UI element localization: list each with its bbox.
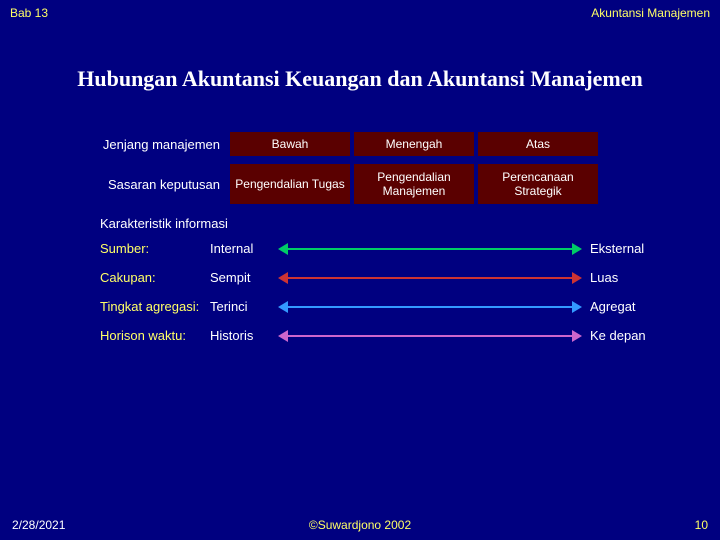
characteristic-label: Sumber: bbox=[100, 241, 210, 256]
row-label: Sasaran keputusan bbox=[60, 177, 230, 192]
characteristic-left-value: Internal bbox=[210, 241, 270, 256]
double-arrow-icon bbox=[278, 242, 582, 256]
characteristic-right-value: Eksternal bbox=[590, 241, 660, 256]
table-row: Jenjang manajemen Bawah Menengah Atas bbox=[60, 132, 660, 156]
footer: 2/28/2021 ©Suwardjono 2002 10 bbox=[0, 510, 720, 540]
footer-page-number: 10 bbox=[695, 518, 708, 532]
subject-label: Akuntansi Manajemen bbox=[591, 6, 710, 20]
table-cell: Bawah bbox=[230, 132, 350, 156]
table-row: Sasaran keputusan Pengendalian Tugas Pen… bbox=[60, 164, 660, 204]
page-title: Hubungan Akuntansi Keuangan dan Akuntans… bbox=[0, 66, 720, 92]
characteristic-row: Horison waktu:Historis Ke depan bbox=[100, 328, 660, 343]
characteristic-row: Tingkat agregasi:Terinci Agregat bbox=[100, 299, 660, 314]
characteristic-left-value: Terinci bbox=[210, 299, 270, 314]
table-cell: Menengah bbox=[354, 132, 474, 156]
footer-copyright: ©Suwardjono 2002 bbox=[309, 518, 411, 532]
characteristic-right-value: Agregat bbox=[590, 299, 660, 314]
table-cell: Atas bbox=[478, 132, 598, 156]
characteristic-left-value: Sempit bbox=[210, 270, 270, 285]
table-cell: Perencanaan Strategik bbox=[478, 164, 598, 204]
characteristic-label: Cakupan: bbox=[100, 270, 210, 285]
double-arrow-icon bbox=[278, 271, 582, 285]
characteristic-label: Tingkat agregasi: bbox=[100, 299, 210, 314]
characteristic-row: Cakupan:Sempit Luas bbox=[100, 270, 660, 285]
section-heading: Karakteristik informasi bbox=[100, 216, 660, 231]
footer-date: 2/28/2021 bbox=[12, 518, 65, 532]
characteristic-right-value: Ke depan bbox=[590, 328, 660, 343]
table-cell: Pengendalian Tugas bbox=[230, 164, 350, 204]
row-label: Jenjang manajemen bbox=[60, 137, 230, 152]
main-content: Jenjang manajemen Bawah Menengah Atas Sa… bbox=[0, 132, 720, 343]
characteristic-label: Horison waktu: bbox=[100, 328, 210, 343]
chapter-label: Bab 13 bbox=[10, 6, 48, 20]
characteristic-right-value: Luas bbox=[590, 270, 660, 285]
characteristic-left-value: Historis bbox=[210, 328, 270, 343]
double-arrow-icon bbox=[278, 329, 582, 343]
double-arrow-icon bbox=[278, 300, 582, 314]
characteristic-row: Sumber:Internal Eksternal bbox=[100, 241, 660, 256]
table-cell: Pengendalian Manajemen bbox=[354, 164, 474, 204]
